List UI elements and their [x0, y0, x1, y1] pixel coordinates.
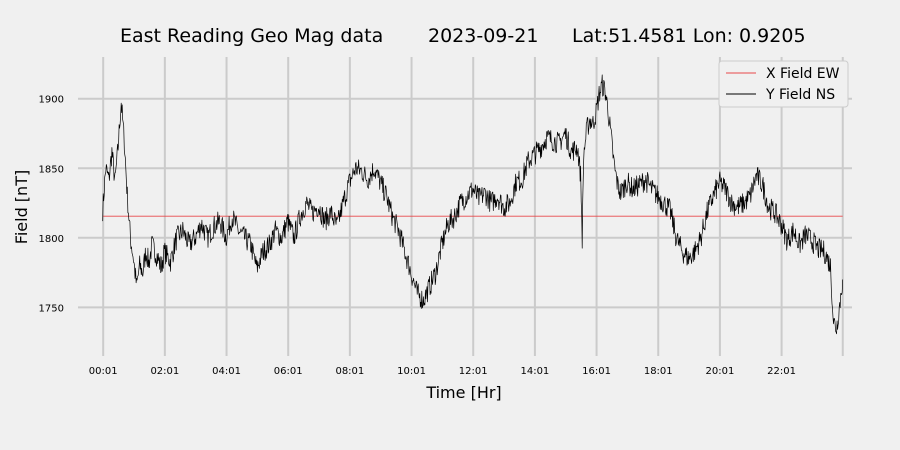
x-tick-labels: 00:01 02:01 04:01 06:01 08:01 10:01 12:01 14:01… [89, 366, 796, 377]
x-tick-label: 22:01 [767, 366, 796, 377]
x-axis-label: Time [Hr] [425, 383, 501, 402]
series-layer [102, 74, 844, 335]
legend: X Field EW Y Field NS [718, 60, 849, 108]
legend-label-x-field: X Field EW [766, 66, 840, 82]
x-tick-label: 00:01 [89, 366, 118, 377]
x-tick-label: 06:01 [274, 366, 303, 377]
x-tick-label: 20:01 [706, 366, 735, 377]
x-tick-label: 14:01 [520, 366, 549, 377]
legend-label-y-field: Y Field NS [765, 87, 835, 103]
y-tick-labels: 1750 1800 1850 1900 [39, 95, 64, 315]
y-axis-label: Field [nT] [12, 170, 31, 244]
y-tick-label: 1800 [39, 234, 64, 245]
x-tick-label: 02:01 [150, 366, 179, 377]
x-tick-label: 12:01 [459, 366, 488, 377]
chart-title-location: Lat:51.4581 Lon: 0.9205 [572, 25, 806, 47]
grid-lines [78, 57, 852, 356]
x-tick-label: 18:01 [644, 366, 673, 377]
y-tick-label: 1750 [39, 303, 64, 314]
y-tick-label: 1850 [39, 164, 64, 175]
y-tick-label: 1900 [39, 95, 64, 106]
chart-title-station: East Reading Geo Mag data [120, 25, 383, 47]
series-y-field-ns [102, 74, 844, 335]
x-tick-label: 04:01 [212, 366, 241, 377]
x-tick-label: 10:01 [397, 366, 426, 377]
x-tick-label: 08:01 [335, 366, 364, 377]
x-tick-label: 16:01 [582, 366, 611, 377]
chart-title-date: 2023-09-21 [428, 25, 538, 47]
